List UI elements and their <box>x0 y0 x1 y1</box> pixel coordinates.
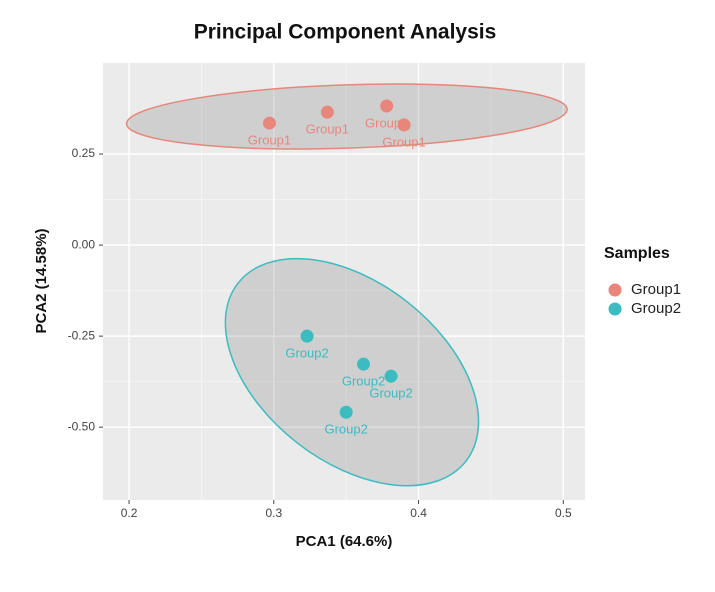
legend-marker <box>608 302 622 316</box>
y-tick-label: -0.50 <box>68 419 96 433</box>
point <box>339 405 353 419</box>
x-tick-label: 0.5 <box>555 506 572 520</box>
point-label: Group2 <box>369 386 412 401</box>
ellipses <box>125 83 568 487</box>
point-label: Group1 <box>365 115 408 130</box>
point <box>357 357 371 371</box>
point-label: Group2 <box>324 422 367 437</box>
x-tick-label: 0.4 <box>410 506 427 520</box>
x-tick-label: 0.3 <box>265 506 282 520</box>
point-label: Group1 <box>306 122 349 137</box>
point <box>397 118 411 132</box>
confidence-ellipse <box>224 257 480 487</box>
point <box>320 105 334 119</box>
point <box>380 99 394 113</box>
point-label: Group2 <box>342 374 385 389</box>
chart-title: Principal Component Analysis <box>194 21 497 44</box>
y-tick-label: 0.25 <box>72 146 96 160</box>
point <box>384 369 398 383</box>
x-tick-label: 0.2 <box>121 506 138 520</box>
legend-title: Samples <box>604 245 670 262</box>
point <box>300 329 314 343</box>
point <box>262 116 276 130</box>
y-tick-label: 0.00 <box>72 237 96 251</box>
point-label: Group2 <box>285 346 328 361</box>
point-label: Group1 <box>382 134 425 149</box>
legend-label: Group2 <box>631 300 681 317</box>
y-tick-label: -0.25 <box>68 328 96 342</box>
legend-marker <box>608 283 622 297</box>
legend-label: Group1 <box>631 281 681 298</box>
point-label: Group1 <box>248 133 291 148</box>
y-axis-label: PCA2 (14.58%) <box>33 228 50 333</box>
confidence-ellipse <box>125 83 568 150</box>
x-axis-label: PCA1 (64.6%) <box>296 533 393 550</box>
